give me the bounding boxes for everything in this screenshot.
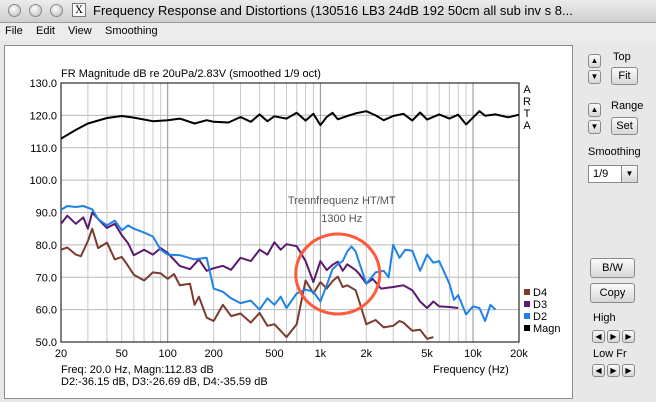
range-label: Range	[611, 100, 644, 112]
arta-letter: T	[524, 108, 531, 120]
window-title: Frequency Response and Distortions (1305…	[93, 3, 573, 18]
y-tick-label: 120.0	[29, 110, 57, 122]
series-line-magn	[60, 110, 520, 140]
x-tick-label: 100	[159, 348, 177, 360]
fit-button[interactable]: Fit	[611, 67, 638, 85]
cursor-readout-line1: Freq: 20.0 Hz, Magn:112.83 dB	[61, 364, 214, 376]
legend-swatch-magn	[524, 325, 530, 331]
plot-area-border	[60, 82, 520, 343]
x-tick-label: 50	[116, 348, 128, 360]
series-line-d4	[60, 227, 434, 340]
series-line-d3	[60, 211, 459, 309]
lowfr-right-arrow-button-2[interactable]: ▶	[622, 364, 635, 377]
smoothing-select-value: 1/9	[593, 168, 609, 180]
x-axis-label: Frequency (Hz)	[433, 364, 509, 376]
y-tick-label: 90.0	[36, 208, 57, 220]
menu-smoothing[interactable]: Smoothing	[105, 25, 158, 37]
legend-swatch-d3	[524, 301, 530, 307]
chart-title: FR Magnitude dB re 20uPa/2.83V (smoothed…	[61, 68, 321, 80]
smoothing-label: Smoothing	[588, 146, 641, 158]
high-right-arrow-button[interactable]: ▶	[607, 330, 620, 343]
lowfr-right-arrow-button[interactable]: ▶	[607, 364, 620, 377]
title-bar: X Frequency Response and Distortions (13…	[0, 0, 656, 23]
y-tick-label: 60.0	[36, 305, 57, 317]
menu-edit[interactable]: Edit	[36, 25, 55, 37]
x-axis-tick-labels: 20 50 100 200 500 1k 2k 5k 10k 20k	[55, 348, 528, 360]
x-tick-label: 200	[204, 348, 222, 360]
set-button[interactable]: Set	[611, 117, 638, 135]
y-tick-label: 100.0	[29, 175, 57, 187]
copy-button[interactable]: Copy	[590, 283, 635, 303]
minimize-window-button[interactable]	[29, 4, 42, 17]
menu-bar: File Edit View Smoothing	[0, 23, 656, 41]
smoothing-select[interactable]: 1/9 ▼	[588, 165, 638, 183]
range-down-arrow-button[interactable]: ▼	[588, 120, 601, 134]
x-tick-label: 10k	[464, 348, 482, 360]
cursor-readout-line2: D2:-36.15 dB, D3:-26.69 dB, D4:-35.59 dB	[61, 376, 268, 388]
graph-panel: FR Magnitude dB re 20uPa/2.83V (smoothed…	[4, 45, 573, 399]
y-axis-tick-labels: 50.0 60.0 70.0 80.0 90.0 100.0 110.0 120.0 130.0	[29, 78, 57, 349]
y-tick-label: 50.0	[36, 337, 57, 349]
legend-label-d3: D3	[533, 299, 547, 311]
top-up-arrow-button[interactable]: ▲	[588, 54, 601, 68]
y-tick-label: 130.0	[29, 78, 57, 90]
arta-letter: A	[523, 120, 531, 132]
x-tick-label: 2k	[361, 348, 373, 360]
x-tick-label: 1k	[315, 348, 327, 360]
high-label: High	[593, 312, 616, 324]
x-tick-label: 20k	[510, 348, 528, 360]
x-tick-label: 20	[55, 348, 67, 360]
lowfr-left-arrow-button[interactable]: ◀	[592, 364, 605, 377]
x11-app-icon: X	[72, 3, 86, 17]
zoom-window-button[interactable]	[50, 4, 63, 17]
legend-label-d4: D4	[533, 287, 547, 299]
menu-view[interactable]: View	[68, 25, 92, 37]
y-tick-label: 110.0	[30, 143, 57, 155]
bw-button[interactable]: B/W	[590, 258, 635, 278]
range-up-arrow-button[interactable]: ▲	[588, 103, 601, 117]
top-label: Top	[613, 51, 631, 63]
arta-letter: A	[523, 84, 531, 96]
top-down-arrow-button[interactable]: ▼	[588, 70, 601, 84]
series-line-d2	[60, 205, 497, 322]
frequency-response-chart[interactable]: FR Magnitude dB re 20uPa/2.83V (smoothed…	[5, 46, 572, 398]
series-layer	[60, 110, 520, 340]
close-window-button[interactable]	[8, 4, 21, 17]
high-right-arrow-button-2[interactable]: ▶	[622, 330, 635, 343]
y-tick-label: 80.0	[36, 240, 57, 252]
legend-swatch-d2	[524, 313, 530, 319]
y-tick-label: 70.0	[36, 272, 57, 284]
x-tick-label: 500	[265, 348, 283, 360]
legend-label-d2: D2	[533, 311, 547, 323]
legend-swatch-d4	[524, 289, 530, 295]
crossover-highlight-circle	[294, 232, 382, 316]
legend-label-magn: Magn	[533, 323, 561, 335]
arta-letter: R	[523, 96, 531, 108]
crossover-annotation-title: Trennfrequenz HT/MT	[288, 195, 396, 207]
chevron-down-icon: ▼	[621, 166, 637, 182]
menu-file[interactable]: File	[5, 25, 23, 37]
x-tick-label: 5k	[421, 348, 433, 360]
crossover-annotation-freq: 1300 Hz	[321, 213, 362, 225]
lowfr-label: Low Fr	[593, 348, 627, 360]
high-left-arrow-button[interactable]: ◀	[592, 330, 605, 343]
